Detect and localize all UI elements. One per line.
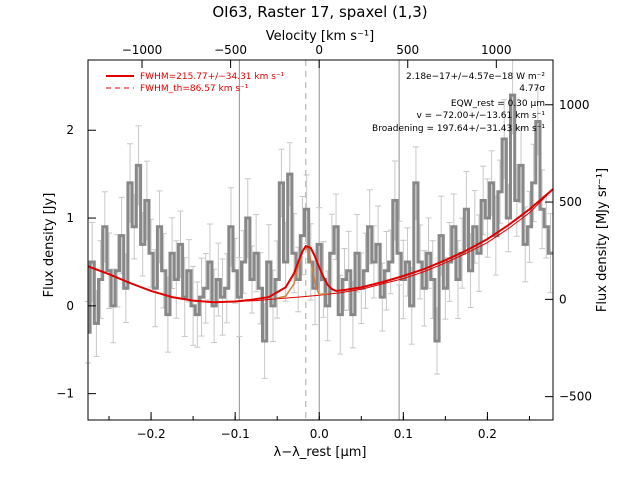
annotation-broadening: Broadening = 197.64+/−31.43 km s⁻¹ — [372, 124, 545, 134]
x-tick-label: 0.1 — [394, 427, 413, 441]
y-tick-label: 1 — [66, 211, 74, 225]
annotation-eqw: EQW_rest = 0.30 μm — [451, 99, 545, 109]
data-step-line — [88, 93, 553, 343]
y-tick-label: 2 — [66, 123, 74, 137]
annotation-significance: 4.77σ — [519, 84, 545, 94]
x-axis-title: λ−λ_rest [μm] — [274, 445, 367, 460]
y-tick-label: 0 — [66, 299, 74, 313]
top-x-axis-title: Velocity [km s⁻¹] — [266, 29, 374, 44]
axes-frame — [87, 59, 554, 421]
right-y-tick-label: 1000 — [559, 98, 590, 112]
right-y-axis-title: Flux density [MJy sr⁻¹] — [595, 168, 610, 312]
right-y-tick-label: 500 — [559, 195, 582, 209]
top-x-tick-label: −1000 — [122, 43, 163, 57]
top-x-tick-label: 0 — [315, 43, 323, 57]
plot-frame — [87, 59, 554, 421]
top-x-tick-label: 500 — [396, 43, 419, 57]
right-y-tick-label: −500 — [559, 390, 592, 404]
y-tick-label: −1 — [56, 387, 74, 401]
axis-ticks: −0.2 −0.1 0.0 0.1 0.2 −1000 −500 0 500 1000 −1 0 1 2 −… — [56, 43, 592, 441]
model-curves — [87, 188, 554, 304]
annotation-velocity: v = −72.00+/−13.61 km s⁻¹ — [416, 111, 545, 121]
data-series — [85, 59, 554, 379]
top-x-tick-label: 1000 — [481, 43, 512, 57]
legend-label-fwhm-th: FWHM_th=86.57 km s⁻¹ — [140, 84, 249, 94]
chart-title: OI63, Raster 17, spaxel (1,3) — [212, 3, 427, 21]
right-y-tick-label: 0 — [559, 292, 567, 306]
x-tick-label: −0.2 — [136, 427, 165, 441]
x-tick-label: 0.0 — [310, 427, 329, 441]
annotations: 2.18e−17+/−4.57e−18 W m⁻² 4.77σ EQW_rest… — [372, 72, 545, 134]
x-tick-label: 0.2 — [478, 427, 497, 441]
legend: FWHM=215.77+/−34.31 km s⁻¹ FWHM_th=86.57… — [106, 72, 285, 94]
top-x-tick-label: −500 — [214, 43, 247, 57]
x-tick-label: −0.1 — [221, 427, 250, 441]
y-axis-title: Flux density [Jy] — [42, 193, 57, 298]
fit-curve — [87, 188, 554, 304]
legend-label-fwhm: FWHM=215.77+/−34.31 km s⁻¹ — [140, 72, 285, 82]
annotation-line-flux: 2.18e−17+/−4.57e−18 W m⁻² — [406, 72, 545, 82]
